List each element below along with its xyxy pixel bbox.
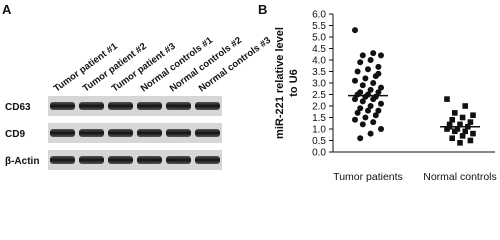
data-point	[357, 135, 364, 142]
blot-band	[195, 156, 220, 164]
data-point	[378, 84, 384, 91]
y-tick-label: 2.0	[312, 102, 326, 113]
data-point	[459, 133, 466, 139]
blot-band	[108, 102, 133, 110]
x-tick-label: Tumor patients	[333, 171, 403, 183]
data-point	[352, 116, 358, 123]
y-tick-label: 4.0	[312, 56, 326, 67]
data-point	[375, 89, 382, 96]
data-point	[378, 126, 384, 132]
blot-band	[166, 156, 191, 164]
blot-band	[195, 129, 220, 137]
data-point	[370, 119, 377, 126]
data-point	[449, 117, 455, 123]
data-point	[370, 96, 377, 103]
data-point	[354, 109, 361, 116]
row-label: CD63	[5, 102, 31, 113]
y-tick-label: 0.5	[312, 136, 326, 147]
blot-band	[166, 102, 191, 110]
data-point	[367, 103, 374, 109]
data-point	[357, 59, 364, 66]
data-point	[467, 137, 474, 144]
y-axis-label: to U6	[288, 69, 300, 97]
y-tick-label: 4.5	[312, 44, 326, 55]
blot-band	[137, 102, 162, 110]
blot-band	[108, 129, 133, 137]
figure: A B miR-221 relative level to U6 Tumor p…	[2, 2, 497, 183]
data-point	[457, 140, 463, 146]
data-point	[372, 112, 379, 119]
data-point	[470, 130, 476, 137]
blot-band	[137, 129, 162, 137]
data-point	[359, 52, 366, 59]
data-point	[378, 100, 384, 107]
data-point	[365, 107, 371, 114]
blot-band	[50, 102, 75, 110]
data-point	[359, 121, 366, 128]
data-point	[457, 121, 463, 128]
data-point	[365, 66, 371, 73]
row-label: CD9	[5, 129, 25, 140]
y-tick-label: 1.5	[312, 113, 326, 124]
data-point	[359, 82, 366, 89]
data-point	[470, 112, 476, 118]
data-point	[362, 75, 369, 82]
blot-band	[79, 156, 104, 164]
data-point	[462, 128, 468, 135]
panel-label: B	[258, 2, 267, 17]
data-point	[352, 96, 358, 103]
data-point	[370, 80, 377, 86]
y-tick-label: 3.0	[312, 79, 326, 90]
data-point	[375, 107, 382, 114]
data-point	[452, 128, 458, 135]
blot-strip	[48, 123, 222, 143]
blot-band	[108, 156, 133, 164]
data-point	[367, 86, 374, 93]
y-tick-label: 3.5	[312, 67, 326, 78]
blot-band	[50, 129, 75, 137]
y-tick-label: 1.0	[312, 125, 326, 136]
blot-strip	[48, 150, 222, 170]
blot-strip	[48, 96, 222, 116]
y-tick-label: 2.5	[312, 90, 326, 101]
data-point	[359, 98, 366, 105]
data-point	[449, 135, 455, 141]
data-point	[367, 130, 374, 137]
data-point	[467, 119, 474, 125]
y-tick-label: 6.0	[312, 10, 326, 21]
data-point	[375, 70, 382, 77]
data-point	[444, 96, 450, 102]
data-point	[354, 68, 361, 75]
data-point	[352, 77, 358, 84]
panel-label: A	[2, 2, 12, 17]
blot-band	[79, 102, 104, 110]
data-point	[367, 57, 374, 63]
data-point	[357, 105, 364, 112]
data-point	[459, 114, 466, 121]
y-tick-label: 0.0	[312, 148, 326, 159]
y-tick-label: 5.0	[312, 33, 326, 44]
y-axis-label: miR-221 relative level	[274, 27, 286, 139]
blot-band	[50, 156, 75, 164]
data-point	[452, 110, 458, 116]
row-label: β-Actin	[5, 156, 39, 167]
blot-band	[79, 129, 104, 137]
data-point	[352, 27, 358, 34]
data-point	[462, 103, 468, 109]
blot-band	[166, 129, 191, 137]
data-point	[362, 114, 369, 121]
blot-band	[195, 102, 220, 110]
blot-band	[137, 156, 162, 164]
x-tick-label: Normal controls	[423, 171, 497, 183]
data-point	[370, 50, 377, 57]
data-point	[375, 63, 382, 70]
data-point	[378, 52, 384, 59]
y-tick-label: 5.5	[312, 21, 326, 32]
